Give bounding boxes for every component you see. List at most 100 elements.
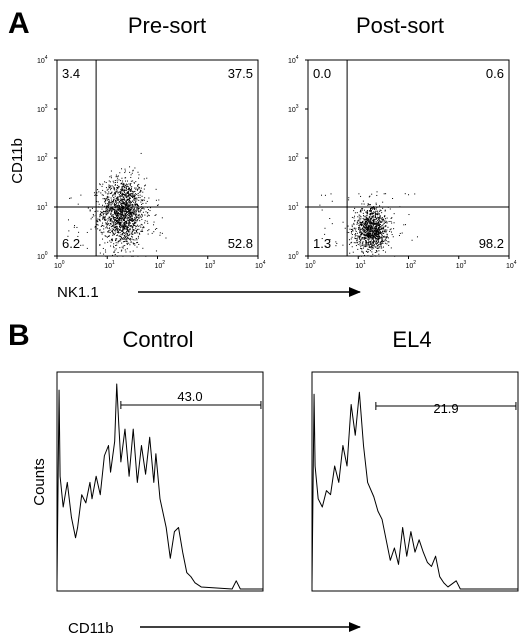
scatter-point xyxy=(135,203,137,205)
scatter-point xyxy=(121,211,123,213)
scatter-point xyxy=(112,209,114,211)
scatter-point xyxy=(361,208,363,210)
scatter-point xyxy=(110,192,112,194)
scatter-point xyxy=(376,251,378,253)
scatter-point xyxy=(104,218,106,220)
scatter-point xyxy=(146,215,148,217)
scatter-point xyxy=(370,246,372,248)
scatter-point xyxy=(379,236,381,238)
scatter-point xyxy=(118,213,120,215)
scatter-point xyxy=(377,220,379,222)
scatter-point xyxy=(372,222,374,224)
scatter-point xyxy=(120,209,122,211)
scatter-point xyxy=(132,242,134,244)
scatter-point xyxy=(118,223,120,225)
scatter-point xyxy=(125,228,127,230)
scatter-point xyxy=(375,255,377,257)
scatter-point xyxy=(375,231,377,233)
scatter-point xyxy=(372,228,374,230)
scatter-point xyxy=(113,217,115,219)
scatter-point xyxy=(366,218,368,220)
scatter-point xyxy=(135,203,137,205)
scatter-point xyxy=(116,213,118,215)
scatter-point xyxy=(117,188,119,190)
scatter-point xyxy=(90,218,92,220)
scatter-point xyxy=(110,241,112,243)
scatter-point xyxy=(126,229,128,231)
scatter-point xyxy=(117,212,119,214)
scatter-point xyxy=(380,242,382,244)
scatter-point xyxy=(369,241,371,243)
scatter-point xyxy=(375,242,377,244)
scatter-point xyxy=(108,186,110,188)
scatter-point xyxy=(330,193,332,195)
scatter-point xyxy=(372,221,374,223)
histogram-curve xyxy=(56,383,263,590)
scatter-point xyxy=(355,230,357,232)
scatter-point xyxy=(364,237,366,239)
scatter-point xyxy=(355,237,357,239)
scatter-point xyxy=(353,210,355,212)
scatter-point xyxy=(109,187,111,188)
scatter-point xyxy=(365,234,367,236)
scatter-point xyxy=(378,219,380,221)
scatter-point xyxy=(370,228,372,230)
scatter-point xyxy=(118,229,120,231)
scatter-point xyxy=(377,242,379,244)
scatter-point xyxy=(125,200,127,202)
scatter-point xyxy=(113,204,115,206)
scatter-point xyxy=(324,194,326,196)
scatter-point xyxy=(118,210,120,212)
scatter-point xyxy=(375,240,377,242)
scatter-point xyxy=(143,199,145,201)
scatter-point xyxy=(367,228,369,230)
scatter-point xyxy=(373,244,375,246)
scatter-point xyxy=(378,217,380,219)
y-tick-label: 104 xyxy=(288,55,299,65)
scatter-point xyxy=(133,182,135,184)
scatter-point xyxy=(335,245,337,247)
scatter-point xyxy=(367,251,369,253)
scatter-point xyxy=(366,223,368,225)
scatter-point xyxy=(114,209,116,211)
scatter-point xyxy=(123,216,125,218)
scatter-point xyxy=(125,203,127,205)
scatter-point xyxy=(376,243,378,245)
scatter-point xyxy=(136,199,138,201)
scatter-point xyxy=(131,197,133,199)
scatter-point xyxy=(127,199,129,201)
scatter-point xyxy=(367,221,369,223)
scatter-point xyxy=(370,223,372,225)
scatter-point xyxy=(120,198,122,200)
scatter-point xyxy=(114,210,116,212)
scatter-point xyxy=(362,229,364,231)
scatter-point xyxy=(131,255,133,257)
scatter-point xyxy=(120,217,122,219)
scatter-point xyxy=(127,219,128,221)
scatter-point xyxy=(138,232,140,234)
scatter-point xyxy=(363,203,365,205)
scatter-point xyxy=(381,231,383,233)
scatter-point xyxy=(113,243,115,245)
scatter-point xyxy=(113,234,115,236)
scatter-point xyxy=(98,219,100,221)
scatter-point xyxy=(132,219,134,221)
scatter-point xyxy=(371,208,373,210)
scatter-point xyxy=(361,233,363,235)
scatter-point xyxy=(377,247,379,249)
scatter-point xyxy=(122,218,124,220)
scatter-point xyxy=(133,204,135,206)
scatter-point xyxy=(112,200,114,202)
scatter-point xyxy=(109,176,111,178)
scatter-point xyxy=(114,191,116,193)
scatter-point xyxy=(117,186,119,188)
scatter-point xyxy=(366,225,368,227)
histogram-curve xyxy=(311,391,518,590)
scatter-point xyxy=(104,211,106,213)
scatter-point xyxy=(373,245,375,247)
scatter-point xyxy=(124,212,126,214)
scatter-point xyxy=(136,207,138,209)
scatter-point xyxy=(126,234,128,236)
scatter-point xyxy=(100,214,102,216)
